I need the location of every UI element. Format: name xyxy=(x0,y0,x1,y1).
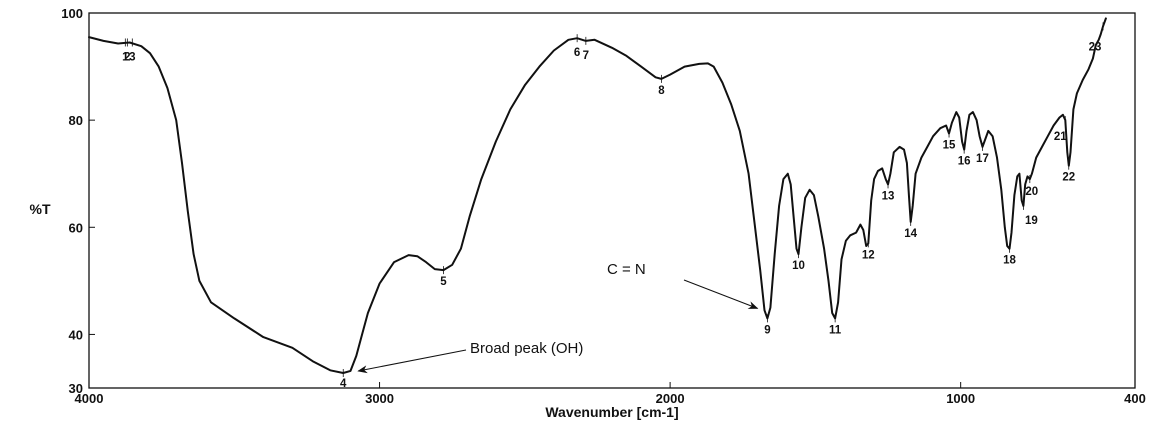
peak-label-19: 19 xyxy=(1025,215,1038,227)
annotation-cn: C = N xyxy=(607,261,646,278)
peak-label-18: 18 xyxy=(1003,255,1016,267)
peak-label-14: 14 xyxy=(904,228,917,240)
y-tick-label: 100 xyxy=(61,6,83,21)
peak-label-8: 8 xyxy=(658,85,665,97)
peak-label-12: 12 xyxy=(862,249,875,261)
peak-label-9: 9 xyxy=(764,324,770,336)
peak-label-10: 10 xyxy=(792,260,805,272)
peak-label-4: 4 xyxy=(340,378,347,390)
axes xyxy=(88,12,1136,389)
peak-label-20: 20 xyxy=(1025,186,1038,198)
peak-label-7: 7 xyxy=(583,50,589,62)
x-tick-label: 4000 xyxy=(75,391,104,406)
annotation-arrow xyxy=(683,279,759,309)
x-tick-label: 3000 xyxy=(365,391,394,406)
x-tick-label: 2000 xyxy=(656,391,685,406)
peak-label-11: 11 xyxy=(829,324,842,336)
y-axis-title: %T xyxy=(30,201,51,217)
peak-label-15: 15 xyxy=(943,140,956,152)
peak-label-17: 17 xyxy=(976,153,989,165)
y-tick-label: 40 xyxy=(69,327,83,342)
peak-label-2: 2 xyxy=(124,51,130,63)
peak-label-23: 23 xyxy=(1089,41,1102,53)
ticks: 4000 3000 2000 1000 400 100 80 60 40 30 xyxy=(61,6,1146,406)
spectrum-line xyxy=(88,17,1107,374)
peak-label-3: 3 xyxy=(129,51,135,63)
y-tick-label: 30 xyxy=(69,381,83,396)
y-tick-label: 60 xyxy=(69,220,83,235)
spectrum xyxy=(88,17,1107,374)
peak-label-22: 22 xyxy=(1062,172,1075,184)
annotations: Broad peak (OH) C = N xyxy=(357,261,759,374)
peak-label-6: 6 xyxy=(574,47,580,59)
x-tick-label: 1000 xyxy=(946,391,975,406)
peak-label-1: 1 xyxy=(122,51,129,63)
peak-label-21: 21 xyxy=(1054,131,1067,143)
x-tick-label: 400 xyxy=(1124,391,1146,406)
annotation-arrow xyxy=(357,349,467,374)
peak-label-13: 13 xyxy=(882,190,895,202)
peak-label-16: 16 xyxy=(958,156,971,168)
plot-frame xyxy=(88,12,1136,389)
peak-label-5: 5 xyxy=(440,276,447,288)
x-axis-title: Wavenumber [cm-1] xyxy=(545,404,678,420)
annotation-broad-peak: Broad peak (OH) xyxy=(470,340,583,357)
y-tick-label: 80 xyxy=(69,113,83,128)
